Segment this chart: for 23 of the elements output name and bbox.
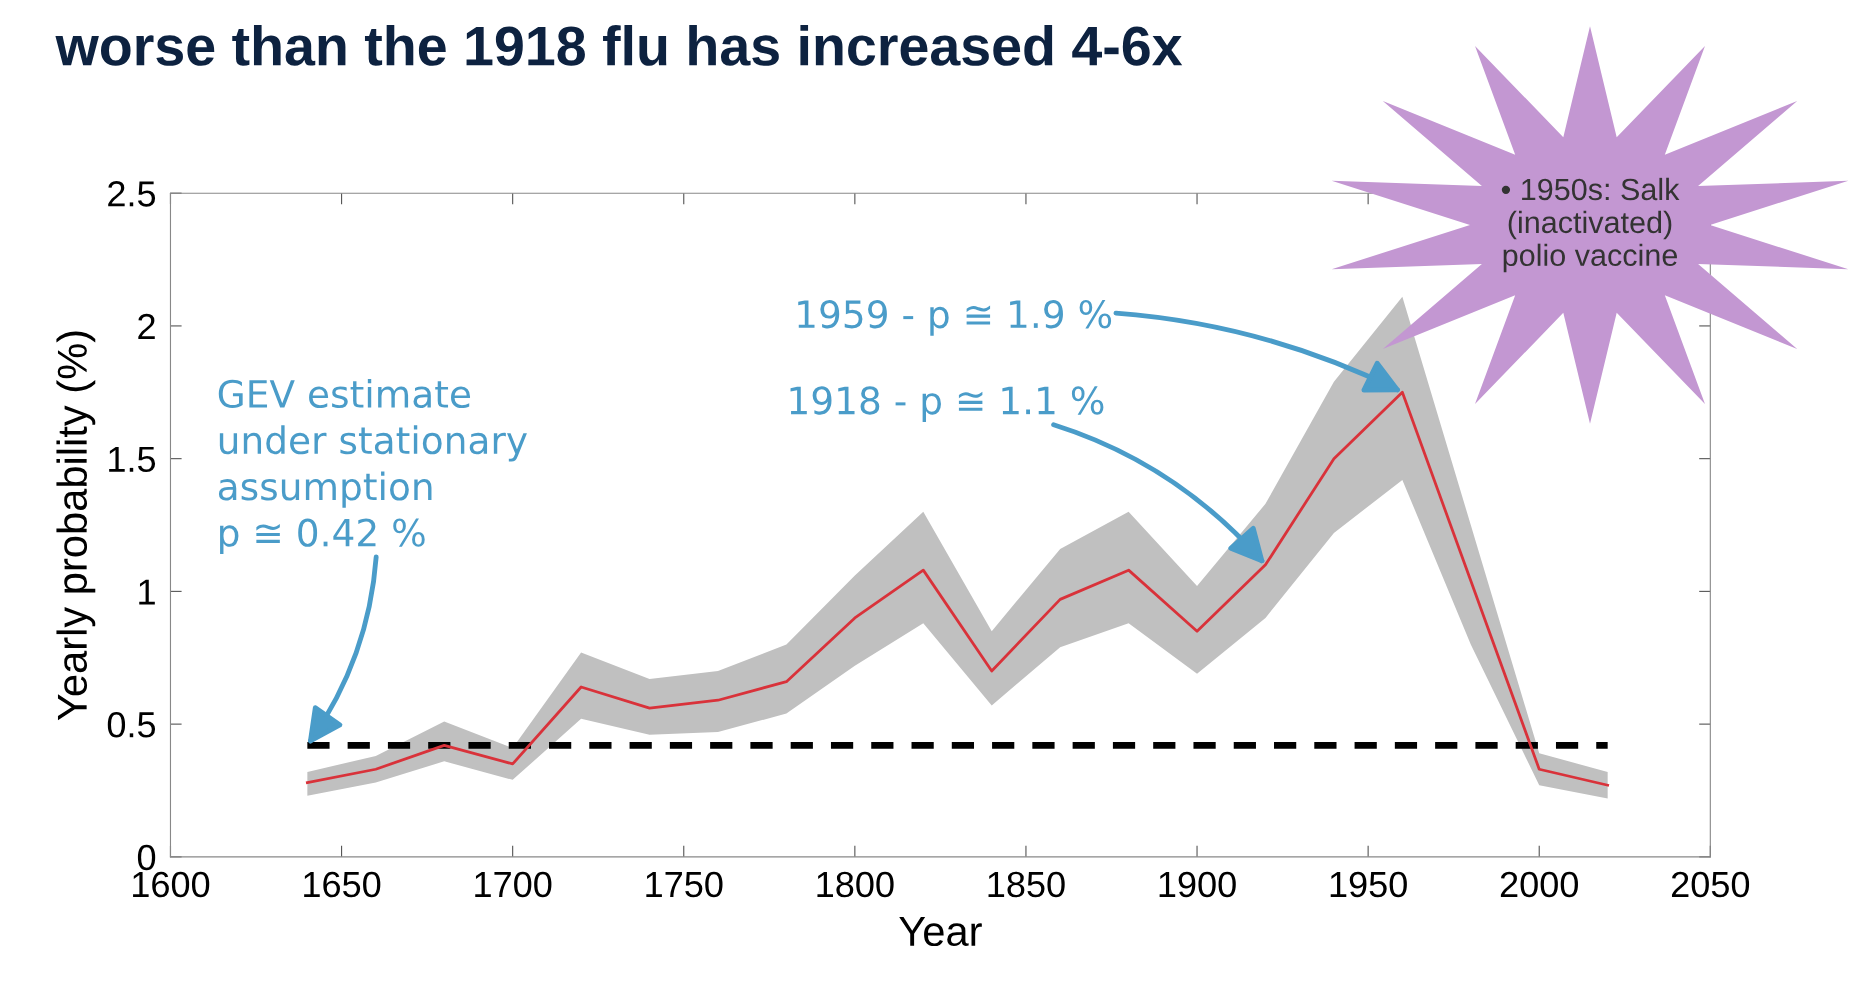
y-tick-label: 1.5 <box>109 446 156 473</box>
y-tick-label: 1 <box>139 579 155 605</box>
y-tick-label: 2 <box>138 313 155 340</box>
x-tick-label: 1850 <box>988 871 1065 898</box>
y-tick-label: 0 <box>137 844 156 871</box>
y-tick-label: 2.5 <box>108 181 156 207</box>
annotation: GEV estimate under stationary assumption p ≅ 0.42 % <box>218 379 527 555</box>
x-tick-label: 2050 <box>1671 871 1750 898</box>
annotation: 1918 - p ≅ 1.1 % <box>790 386 1104 422</box>
x-tick-label: 1950 <box>1330 871 1407 898</box>
x-axis-title: Year <box>899 917 982 947</box>
x-tick-label: 1700 <box>475 871 552 898</box>
annotation: 1959 - p ≅ 1.9 % <box>798 300 1112 336</box>
x-tick-label: 1900 <box>1159 871 1236 898</box>
x-tick-label: 1650 <box>304 871 381 898</box>
chart-title: worse than the 1918 flu has increased 4-6x <box>55 25 1183 66</box>
x-tick-label: 1600 <box>133 871 210 898</box>
y-axis-title: Yearly probability (%) <box>56 331 96 721</box>
x-tick-label: 1800 <box>817 871 894 898</box>
annotation: • 1950s: Salk (inactivated) polio vaccine <box>1501 177 1680 273</box>
x-tick-label: 2000 <box>1500 871 1578 898</box>
x-tick-label: 1750 <box>646 871 723 898</box>
y-tick-label: 0.5 <box>107 711 156 738</box>
